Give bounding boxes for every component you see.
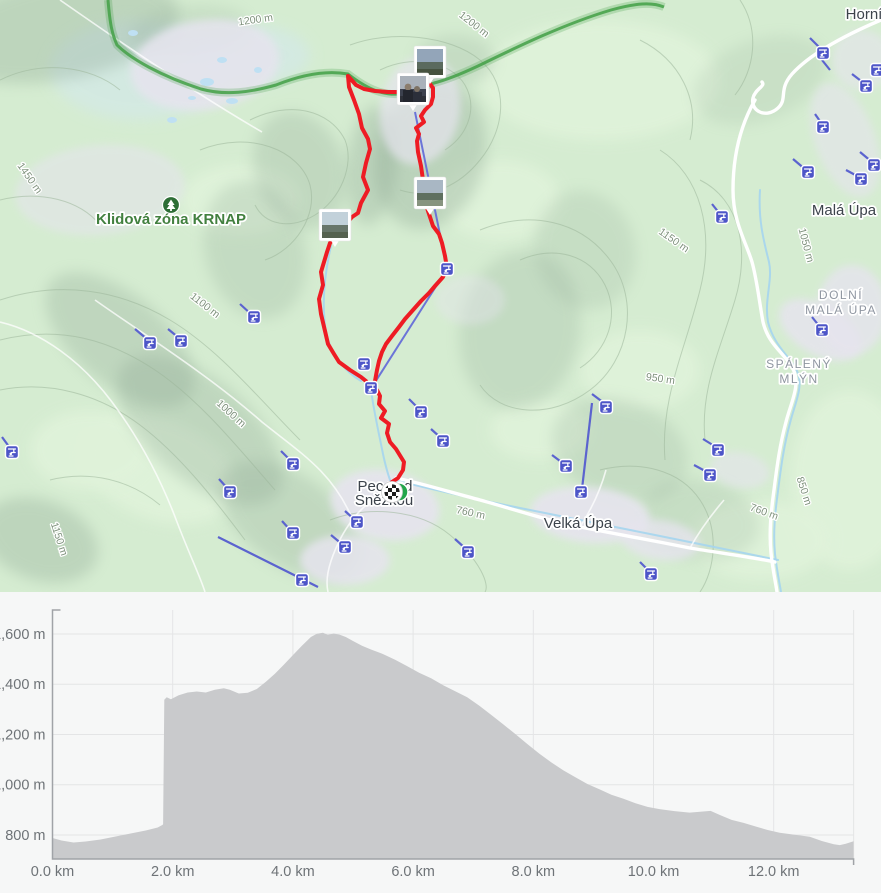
ski-lift-icon [222,484,238,500]
ski-lift-icon [573,484,589,500]
x-axis-tick-label: 4.0 km [271,864,315,880]
photo-summit-view[interactable] [413,45,447,84]
x-axis-tick-label: 10.0 km [628,864,680,880]
y-axis-tick-label: 1,000 m [0,778,46,794]
photo-ridge-view[interactable] [413,176,447,215]
place-label: Horní [846,6,881,23]
place-label: DOLNÍ [819,287,863,302]
ski-lift-icon [285,456,301,472]
elevation-area [52,632,854,859]
finish-marker[interactable] [381,481,403,503]
minor-roads [0,0,725,592]
ski-lift-icon [294,572,310,588]
photo-markers [318,45,447,247]
ski-lift-icon [460,544,476,560]
ski-lift-icon [558,458,574,474]
place-label: SPÁLENÝ [766,356,832,371]
ski-lift-icon [643,566,659,582]
ski-lift-icon [710,442,726,458]
place-label: Malá Úpa [812,202,877,219]
ski-lift-icon [815,45,831,61]
x-axis-tick-label: 0.0 km [31,864,75,880]
ski-lift-icons [4,45,881,588]
contour-elevation-label: 950 m [645,371,676,387]
x-axis-tick-label: 12.0 km [748,864,800,880]
photo-valley-view[interactable] [318,208,352,247]
ski-lift-icon [356,356,372,372]
ski-lift-icon [866,157,881,173]
elevation-chart-canvas[interactable]: 0.0 km 2.0 km 4.0 km 6.0 km 8.0 km 10.0 km 12.… [0,592,881,893]
place-label: MALÁ ÚPA [805,302,877,317]
ski-lift-icon [702,467,718,483]
x-axis-tick-label: 6.0 km [391,864,435,880]
ski-lift-icon [800,164,816,180]
contour-lines [0,0,754,592]
ski-lift-icon [173,333,189,349]
ski-lift-icon [439,261,455,277]
ski-lift-icon [363,380,379,396]
x-axis-tick-label: 8.0 km [512,864,556,880]
ski-lift-icon [4,444,20,460]
ski-lift-icon [815,119,831,135]
terrain-bare-settlement [15,19,881,585]
ski-lift-icon [858,78,874,94]
chart-axes [51,609,855,865]
place-label: Velká Úpa [544,515,613,532]
chart-tick-labels: 0.0 km 2.0 km 4.0 km 6.0 km 8.0 km 10.0 km 12.… [0,627,799,880]
ski-lift-icon [142,335,158,351]
ski-lift-icon [285,525,301,541]
place-label: Klidová zóna KRNAP [96,211,246,228]
x-axis-tick-label: 2.0 km [151,864,195,880]
tree-icon [161,195,181,215]
y-axis-tick-label: 1,600 m [0,627,46,643]
y-axis-tick-label: 1,200 m [0,727,46,743]
ski-lift-icon [337,539,353,555]
ski-lift-icon [413,404,429,420]
ski-lift-icon [435,433,451,449]
ski-lift-icon [349,514,365,530]
elevation-chart[interactable]: 0.0 km 2.0 km 4.0 km 6.0 km 8.0 km 10.0 km 12.… [0,592,881,893]
ski-lift-icon [869,62,881,78]
ski-lift-icon [853,171,869,187]
ski-lift-icon [246,309,262,325]
route-map[interactable]: 1200 m 1200 m 1450 m 1100 m 1000 m 1150 m 1150… [0,0,881,592]
place-label: MLÝN [779,371,818,386]
ski-lift-icon [598,399,614,415]
photo-selfie[interactable] [396,72,430,111]
y-axis-tick-label: 1,400 m [0,677,46,693]
ski-lift-icon [714,209,730,225]
water-ponds [128,30,262,123]
y-axis-tick-label: 800 m [5,828,45,844]
ski-lift-icon [814,322,830,338]
